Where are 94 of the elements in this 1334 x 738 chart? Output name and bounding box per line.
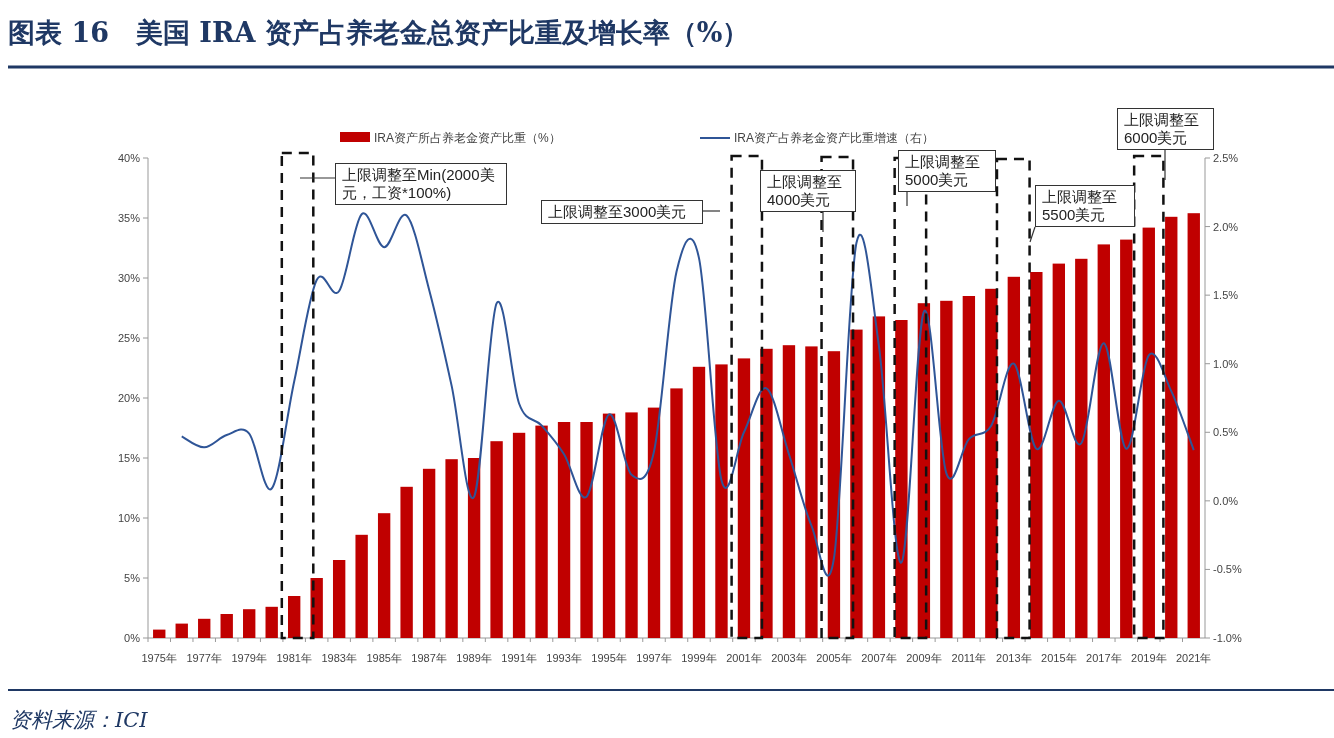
bar [220,614,233,638]
legend-label: IRA资产占养老金资产比重增速（右） [734,131,935,145]
x-tick-label: 1993年 [546,652,582,664]
x-tick-label: 1991年 [501,652,537,664]
bar [467,458,481,638]
bar [580,422,593,638]
bar [1030,272,1043,638]
y-tick-label: 30% [117,272,141,284]
x-tick-label: 1975年 [141,652,177,664]
annotation: 上限调整至4000美元 [760,170,856,212]
bar [1097,244,1110,638]
bar [153,629,166,638]
bar [850,329,863,638]
bar [670,388,683,638]
y-tick-label: 35% [117,212,141,224]
x-tick-label: 2009年 [906,652,942,664]
annotation: 上限调整至5000美元 [898,150,996,192]
x-tick-label: 1989年 [456,652,492,664]
x-tick-label: 1983年 [321,652,357,664]
bar [1187,213,1200,638]
x-tick-label: 1985年 [366,652,402,664]
x-tick-label: 2015年 [1041,652,1077,664]
bar [940,300,953,638]
bar [490,441,503,638]
y-tick-label: 10% [117,512,141,524]
text: 上限调整至6000美元 [1117,108,1214,150]
y-tick-label: 40% [117,152,141,164]
y2-tick-label: -1.0% [1213,632,1242,644]
bar [332,560,346,638]
bar [288,596,301,638]
y2-tick-label: -0.5% [1213,563,1242,576]
x-tick-label: 1977年 [186,652,222,664]
x-tick-label: 1987年 [411,652,447,664]
bar [355,534,368,638]
bar [422,468,436,638]
bar [692,366,706,638]
bar [602,413,616,638]
y2-tick-label: 1.5% [1213,289,1239,302]
bar [400,486,413,638]
y2-tick-label: 1.0% [1213,357,1239,370]
annotation: 上限调整至Min(2000美元，工资*100%) [335,163,507,205]
x-tick-label: 1997年 [636,652,672,664]
bar [962,296,976,638]
x-tick-label: 2007年 [861,652,897,664]
x-tick-label: 2017年 [1086,652,1122,664]
bar [175,623,188,638]
chart-title: 图表 16 美国 IRA 资产占养老金总资产比重及增长率（%） [8,17,750,48]
bar [1075,258,1088,638]
x-tick-label: 2013年 [996,652,1032,664]
bar [1052,263,1065,638]
bar [198,618,211,638]
y2-tick-label: 2.5% [1213,152,1239,164]
x-tick-label: 2005年 [816,652,852,664]
bar [782,345,796,638]
x-tick-label: 2019年 [1131,652,1167,664]
bar [1165,216,1178,638]
bar [535,425,548,638]
bar [1142,227,1155,638]
bar [1007,276,1021,638]
bar [445,459,458,638]
y2-tick-label: 0.5% [1213,426,1239,439]
bar [265,606,278,638]
x-tick-label: 1999年 [681,652,717,664]
bar [827,351,841,638]
y-tick-label: 5% [124,572,141,584]
bar [512,432,526,638]
y-tick-label: 20% [117,392,141,404]
annotation: 上限调整至3000美元 [541,200,703,224]
annotation: 上限调整至5500美元 [1035,185,1135,227]
text: 资料来源：ICI [10,708,149,732]
bar [895,320,908,638]
bar [647,407,661,638]
y2-tick-label: 0.0% [1213,494,1239,507]
x-tick-label: 2021年 [1176,652,1212,664]
x-tick-label: 1981年 [276,652,312,664]
bar [872,316,886,638]
x-tick-label: 2003年 [771,652,807,664]
bar [625,412,638,638]
x-tick-label: 2011年 [951,652,987,664]
bar [715,364,728,638]
x-tick-label: 2001年 [726,652,762,664]
legend-label: IRA资产所占养老金资产比重（%） [374,131,561,145]
y2-tick-label: 2.0% [1213,220,1239,233]
bar [243,609,256,638]
bar [737,358,751,638]
bar [805,346,818,638]
x-tick-label: 1979年 [231,652,267,664]
bar [377,513,391,638]
y-tick-label: 0% [124,632,141,644]
bar [1120,239,1133,638]
y-tick-label: 25% [117,332,141,344]
bar [557,422,571,638]
y-tick-label: 15% [117,452,141,464]
x-tick-label: 1995年 [591,652,627,664]
